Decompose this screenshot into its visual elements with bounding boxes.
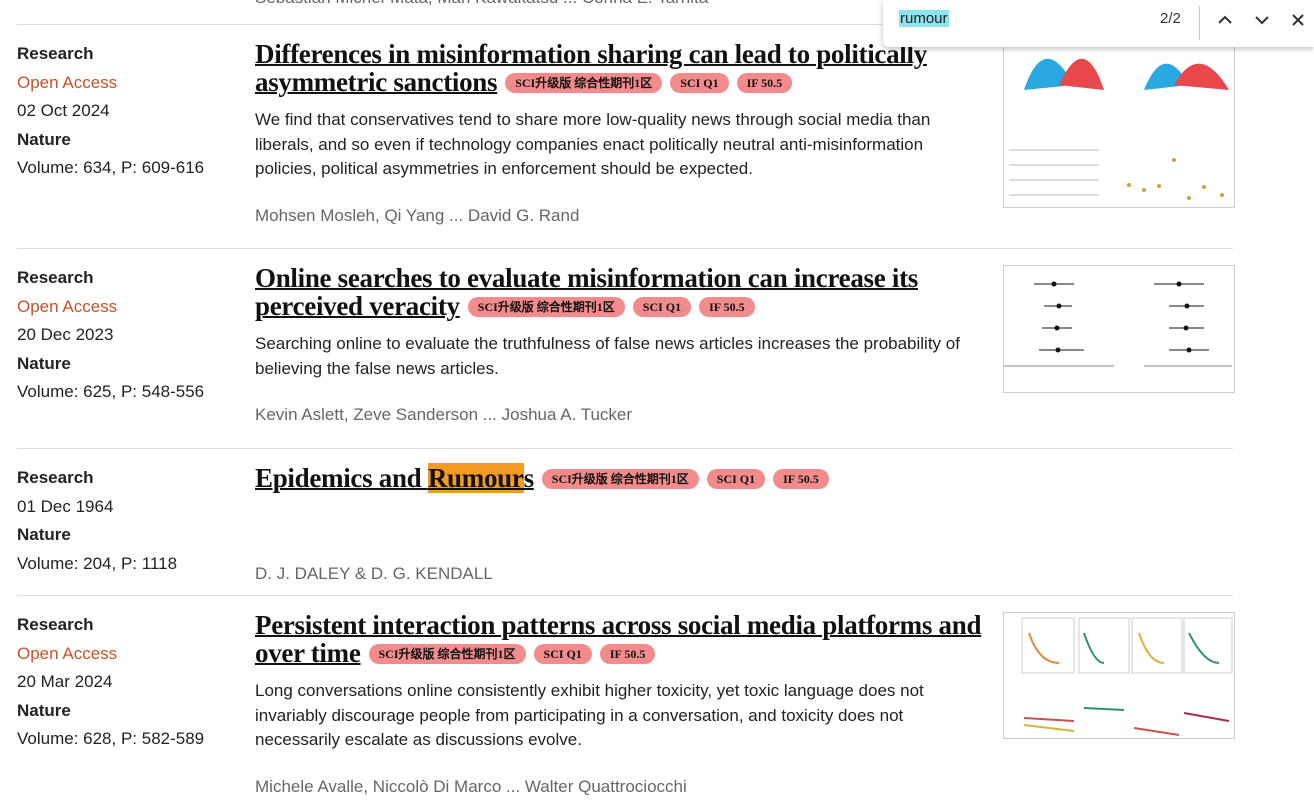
authors: Mohsen Mosleh, Qi Yang ... David G. Rand bbox=[255, 205, 580, 225]
article-type: Research bbox=[17, 615, 94, 634]
date: 20 Mar 2024 bbox=[17, 672, 113, 691]
find-bar: rumour 2/2 bbox=[883, 0, 1314, 47]
abstract: Searching online to evaluate the truthfu… bbox=[255, 334, 960, 378]
article-body: Epidemics and Rumours SCI升级版 综合性期刊1区 SCI Q… bbox=[255, 463, 985, 584]
badge: IF 50.5 bbox=[736, 73, 793, 93]
title: Persistent interaction patterns across s… bbox=[255, 611, 985, 667]
article-meta: Research 01 Dec 1964 Nature Volume: 204, P:… bbox=[17, 464, 237, 578]
abstract: We find that conservatives tend to share… bbox=[255, 110, 931, 178]
badge: SCI Q1 bbox=[706, 469, 766, 489]
separator bbox=[1199, 6, 1200, 40]
access-label: Open Access bbox=[17, 296, 118, 316]
access-label: Open Access bbox=[17, 72, 118, 92]
article-type: Research bbox=[17, 468, 94, 487]
badge: IF 50.5 bbox=[699, 297, 755, 317]
article-body: Online searches to evaluate misinformati… bbox=[255, 264, 985, 425]
search-match: Rumour bbox=[427, 463, 524, 493]
title: Epidemics and Rumours SCI升级版 综合性期刊1区 SCI Q… bbox=[255, 463, 985, 493]
badge: SCI升级版 综合性期刊1区 bbox=[368, 644, 526, 664]
find-query[interactable]: rumour bbox=[899, 10, 949, 27]
access-label: Open Access bbox=[17, 643, 118, 663]
authors: Sebastian Michel-Mata, Mari Kawakatsu ..… bbox=[255, 0, 708, 8]
badge: SCI Q1 bbox=[533, 644, 592, 664]
thumbnail bbox=[1003, 612, 1235, 739]
figure bbox=[1004, 281, 1232, 367]
article-meta: Research Open Access 20 Dec 2023 Nature Volu… bbox=[17, 264, 237, 407]
title-link[interactable]: Epidemics and Rumours bbox=[255, 463, 534, 493]
badge: SCI升级版 综合性期刊1区 bbox=[467, 297, 625, 317]
date: 01 Dec 1964 bbox=[17, 496, 114, 516]
divider bbox=[17, 448, 1233, 449]
divider bbox=[17, 248, 1233, 249]
badge: SCI升级版 综合性期刊1区 bbox=[505, 73, 663, 93]
article-meta: Research Open Access 20 Mar 2024 Nature Volu… bbox=[17, 611, 237, 754]
abstract: Long conversations online consistently e… bbox=[255, 681, 924, 749]
volume: Volume: 625, P: 548-556 bbox=[17, 382, 205, 401]
badge: SCI Q1 bbox=[670, 73, 729, 93]
title-link[interactable]: Persistent interaction patterns across s… bbox=[255, 610, 982, 668]
article-body: Differences in misinformation sharing ca… bbox=[255, 40, 985, 226]
article-type: Research bbox=[17, 268, 94, 287]
badge: IF 50.5 bbox=[599, 644, 656, 664]
article-meta: Research Open Access 02 Oct 2024 Nature Volu… bbox=[17, 40, 237, 183]
date: 20 Dec 2023 bbox=[17, 325, 114, 344]
match-count: 2/2 bbox=[1160, 10, 1181, 27]
article-body: Persistent interaction patterns across s… bbox=[255, 611, 985, 797]
title-text: Epidemics and bbox=[255, 463, 428, 493]
badge: SCI升级版 综合性期刊1区 bbox=[541, 469, 699, 489]
badge: SCI Q1 bbox=[632, 297, 692, 317]
volume: Volume: 634, P: 609-616 bbox=[17, 158, 205, 177]
divider bbox=[17, 24, 1233, 25]
title: Differences in misinformation sharing ca… bbox=[255, 40, 985, 96]
journal: Nature bbox=[17, 129, 71, 149]
journal: Nature bbox=[17, 700, 71, 720]
journal: Nature bbox=[17, 353, 71, 373]
authors: Kevin Aslett, Zeve Sanderson ... Joshua … bbox=[255, 405, 633, 424]
article-type: Research bbox=[17, 44, 94, 63]
title-link[interactable]: Online searches to evaluate misinformati… bbox=[255, 263, 918, 321]
thumbnail bbox=[1003, 39, 1235, 208]
volume: Volume: 204, P: 1118 bbox=[17, 553, 178, 573]
figure bbox=[1021, 617, 1233, 736]
next-match[interactable] bbox=[1250, 8, 1274, 32]
badge: IF 50.5 bbox=[773, 469, 829, 489]
figure bbox=[1009, 58, 1229, 200]
journal: Nature bbox=[17, 525, 71, 544]
title-text: s bbox=[523, 463, 535, 493]
volume: Volume: 628, P: 582-589 bbox=[17, 729, 205, 748]
previous-match[interactable] bbox=[1213, 8, 1237, 32]
authors: D. J. DALEY & D. G. KENDALL bbox=[255, 564, 493, 583]
thumbnail bbox=[1003, 265, 1235, 393]
authors: Michele Avalle, Niccolò Di Marco ... Wal… bbox=[255, 776, 687, 796]
title-link[interactable]: Differences in misinformation sharing ca… bbox=[255, 39, 927, 97]
title: Online searches to evaluate misinformati… bbox=[255, 264, 985, 320]
divider bbox=[17, 595, 1233, 596]
close-find[interactable] bbox=[1286, 8, 1310, 32]
date: 02 Oct 2024 bbox=[17, 101, 110, 120]
